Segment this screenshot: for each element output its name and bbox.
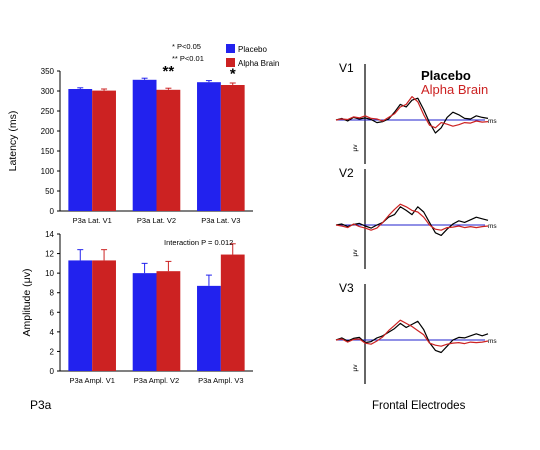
x-tick-label: P3a Ampl. V1 [69, 376, 114, 385]
bar-placebo [132, 273, 157, 371]
y-tick-label: 10 [45, 269, 54, 278]
bar-alpha-brain [156, 271, 181, 371]
y-tick-label: 4 [50, 328, 55, 337]
legend-swatch-alpha-brain [226, 58, 235, 67]
panel-label-v1: V1 [339, 61, 354, 75]
amplitude-unit-label: μv [352, 144, 359, 152]
x-tick-label: P3a Lat. V1 [73, 216, 112, 225]
y-tick-label: 150 [41, 147, 55, 156]
bar-placebo [68, 260, 93, 371]
waveform-panel-v3: V3 ms μv [335, 281, 497, 384]
panel-label-v3: V3 [339, 281, 354, 295]
waveform-placebo [335, 320, 489, 354]
y-tick-label: 14 [45, 230, 54, 239]
bar-placebo [197, 82, 221, 211]
waveform-panel-v2: V2 ms μv [335, 166, 497, 269]
legend-label-alpha-brain: Alpha Brain [238, 59, 279, 68]
x-tick-label: P3a Ampl. V2 [134, 376, 179, 385]
significance-key-double: ** P<0.01 [172, 54, 204, 63]
electrode-label: Frontal Electrodes [372, 400, 466, 412]
legend-swatch-placebo [226, 44, 235, 53]
time-unit-label: ms [488, 118, 497, 125]
waveform-alpha-brain [335, 96, 489, 129]
bar-alpha-brain [92, 260, 116, 371]
bar-alpha-brain [156, 89, 181, 211]
y-tick-label: 2 [50, 347, 55, 356]
y-tick-label: 100 [41, 167, 55, 176]
y-tick-label: 350 [41, 67, 55, 76]
amplitude-unit-label: μv [352, 249, 359, 257]
amplitude-bar-chart: 0 2 4 6 8 10 12 14 Amplitude (μv) P3a Ampl. V1 P3a… [21, 230, 253, 385]
y-tick-label: 12 [45, 250, 54, 259]
waveform-alpha-brain [335, 319, 489, 347]
bar-alpha-brain [220, 85, 245, 211]
y-tick-label: 0 [50, 367, 55, 376]
waveform-alpha-brain [335, 203, 489, 231]
x-tick-label: P3a Lat. V2 [137, 216, 176, 225]
bar-alpha-brain [92, 90, 116, 211]
waveform-panel-v1: V1 ms μv [335, 61, 497, 164]
bar-placebo [132, 79, 157, 211]
significance-marker: ** [163, 63, 175, 80]
x-tick-label: P3a Lat. V3 [201, 216, 240, 225]
panel-label: P3a [30, 398, 52, 412]
bar-placebo [197, 285, 221, 371]
waveform-legend-placebo: Placebo [421, 68, 471, 83]
y-axis-label: Latency (ms) [7, 111, 19, 172]
y-tick-label: 8 [50, 289, 55, 298]
bar-alpha-brain [220, 254, 245, 371]
amplitude-unit-label: μv [352, 364, 359, 372]
time-unit-label: ms [488, 223, 497, 230]
y-axis-label: Amplitude (μv) [21, 269, 33, 337]
significance-key-single: * P<0.05 [172, 42, 201, 51]
y-tick-label: 250 [41, 107, 55, 116]
significance-marker: * [230, 66, 236, 83]
y-tick-label: 300 [41, 87, 55, 96]
waveform-legend-alpha-brain: Alpha Brain [421, 82, 488, 97]
waveform-placebo [335, 206, 489, 236]
y-tick-label: 0 [50, 207, 55, 216]
latency-bar-chart: 0 50 100 150 200 250 300 350 Latency (ms) P3a Lat… [7, 44, 279, 225]
bar-placebo [68, 89, 93, 211]
panel-label-v2: V2 [339, 166, 354, 180]
y-tick-label: 200 [41, 127, 55, 136]
waveform-placebo [335, 97, 489, 134]
legend-label-placebo: Placebo [238, 45, 267, 54]
time-unit-label: ms [488, 338, 497, 345]
x-tick-label: P3a Ampl. V3 [198, 376, 243, 385]
y-tick-label: 6 [50, 308, 55, 317]
y-tick-label: 50 [45, 187, 54, 196]
interaction-annotation: Interaction P = 0.012 [164, 238, 233, 247]
